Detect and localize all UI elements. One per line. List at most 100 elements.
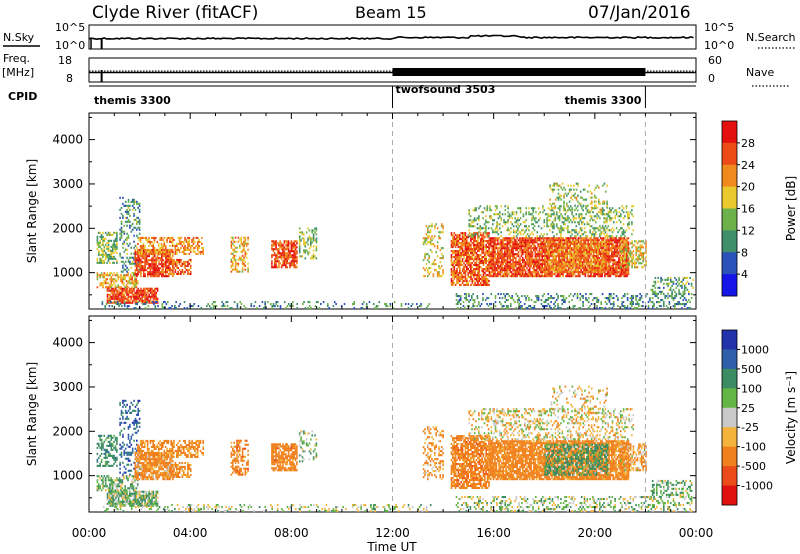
data-cell bbox=[528, 259, 531, 262]
data-cell bbox=[120, 226, 123, 229]
data-cell bbox=[298, 237, 301, 240]
data-cell bbox=[122, 299, 124, 302]
data-cell bbox=[505, 249, 507, 252]
data-cell bbox=[169, 307, 172, 310]
data-cell bbox=[315, 227, 318, 230]
data-cell bbox=[502, 237, 505, 240]
data-cell bbox=[160, 252, 163, 255]
data-cell bbox=[484, 276, 486, 279]
data-cell bbox=[128, 305, 130, 308]
data-cell bbox=[429, 241, 432, 244]
data-cell bbox=[131, 291, 134, 294]
data-cell bbox=[599, 259, 602, 262]
data-cell bbox=[247, 266, 249, 269]
data-cell bbox=[505, 229, 508, 232]
data-cell bbox=[528, 269, 531, 272]
data-cell bbox=[452, 234, 454, 237]
data-cell bbox=[577, 259, 580, 262]
data-cell bbox=[541, 237, 544, 240]
data-cell bbox=[492, 275, 495, 278]
data-cell bbox=[104, 253, 107, 256]
data-cell bbox=[116, 259, 118, 262]
data-cell bbox=[100, 284, 103, 287]
data-cell bbox=[461, 246, 464, 249]
data-cell bbox=[490, 273, 492, 276]
data-cell bbox=[236, 250, 238, 253]
data-cell bbox=[117, 301, 120, 304]
data-cell bbox=[523, 269, 525, 272]
data-cell bbox=[559, 255, 562, 258]
data-cell bbox=[528, 235, 530, 238]
data-cell bbox=[489, 207, 491, 210]
data-cell bbox=[531, 271, 534, 274]
data-cell bbox=[583, 249, 585, 252]
data-cell bbox=[595, 240, 598, 243]
data-cell bbox=[491, 259, 493, 262]
data-cell bbox=[124, 238, 127, 241]
data-cell bbox=[286, 305, 289, 308]
data-cell bbox=[488, 263, 491, 266]
data-cell bbox=[99, 274, 101, 277]
data-cell bbox=[499, 271, 502, 274]
data-cell bbox=[244, 268, 247, 271]
data-cell bbox=[244, 252, 247, 255]
data-cell bbox=[608, 267, 610, 270]
data-cell bbox=[601, 240, 603, 243]
data-cell bbox=[588, 243, 591, 246]
data-cell bbox=[234, 254, 237, 257]
data-cell bbox=[553, 219, 555, 222]
data-cell bbox=[290, 262, 293, 265]
data-cell bbox=[488, 234, 490, 237]
data-cell bbox=[526, 261, 528, 264]
data-cell bbox=[583, 263, 585, 266]
data-cell bbox=[525, 235, 527, 238]
data-cell bbox=[427, 231, 429, 234]
data-cell bbox=[555, 261, 557, 264]
data-cell bbox=[531, 237, 534, 240]
data-cell bbox=[361, 307, 364, 310]
data-cell bbox=[613, 267, 616, 270]
data-cell bbox=[481, 268, 483, 271]
data-cell bbox=[439, 261, 442, 264]
data-cell bbox=[560, 256, 563, 259]
data-cell bbox=[597, 243, 599, 246]
data-cell bbox=[152, 289, 155, 292]
data-cell bbox=[472, 238, 475, 241]
data-cell bbox=[606, 264, 609, 267]
data-cell bbox=[522, 221, 525, 224]
data-cell bbox=[472, 232, 475, 235]
data-cell bbox=[196, 246, 199, 249]
data-cell bbox=[303, 233, 305, 236]
data-cell bbox=[511, 223, 514, 226]
data-cell bbox=[472, 250, 475, 253]
data-cell bbox=[425, 239, 428, 242]
data-cell bbox=[189, 248, 192, 251]
data-cell bbox=[112, 291, 114, 294]
data-cell bbox=[590, 244, 592, 247]
data-cell bbox=[502, 267, 505, 270]
data-cell bbox=[312, 233, 315, 236]
data-cell bbox=[436, 271, 439, 274]
data-cell bbox=[542, 243, 545, 246]
data-cell bbox=[491, 239, 493, 242]
data-cell bbox=[144, 287, 146, 290]
data-cell bbox=[559, 262, 562, 265]
data-cell bbox=[542, 263, 545, 266]
data-cell bbox=[137, 255, 139, 258]
data-cell bbox=[611, 255, 613, 258]
nsearch-label: N.Search bbox=[746, 31, 796, 44]
data-cell bbox=[156, 273, 159, 276]
data-cell bbox=[477, 250, 479, 253]
data-cell bbox=[120, 260, 123, 263]
data-cell bbox=[154, 271, 156, 274]
data-cell bbox=[453, 262, 456, 265]
data-cell bbox=[471, 250, 474, 253]
data-cell bbox=[123, 276, 125, 279]
data-cell bbox=[526, 233, 529, 236]
data-cell bbox=[183, 248, 185, 251]
data-cell bbox=[225, 301, 227, 304]
data-cell bbox=[457, 266, 460, 269]
data-cell bbox=[276, 250, 279, 253]
data-cell bbox=[468, 264, 471, 267]
data-cell bbox=[365, 305, 368, 308]
